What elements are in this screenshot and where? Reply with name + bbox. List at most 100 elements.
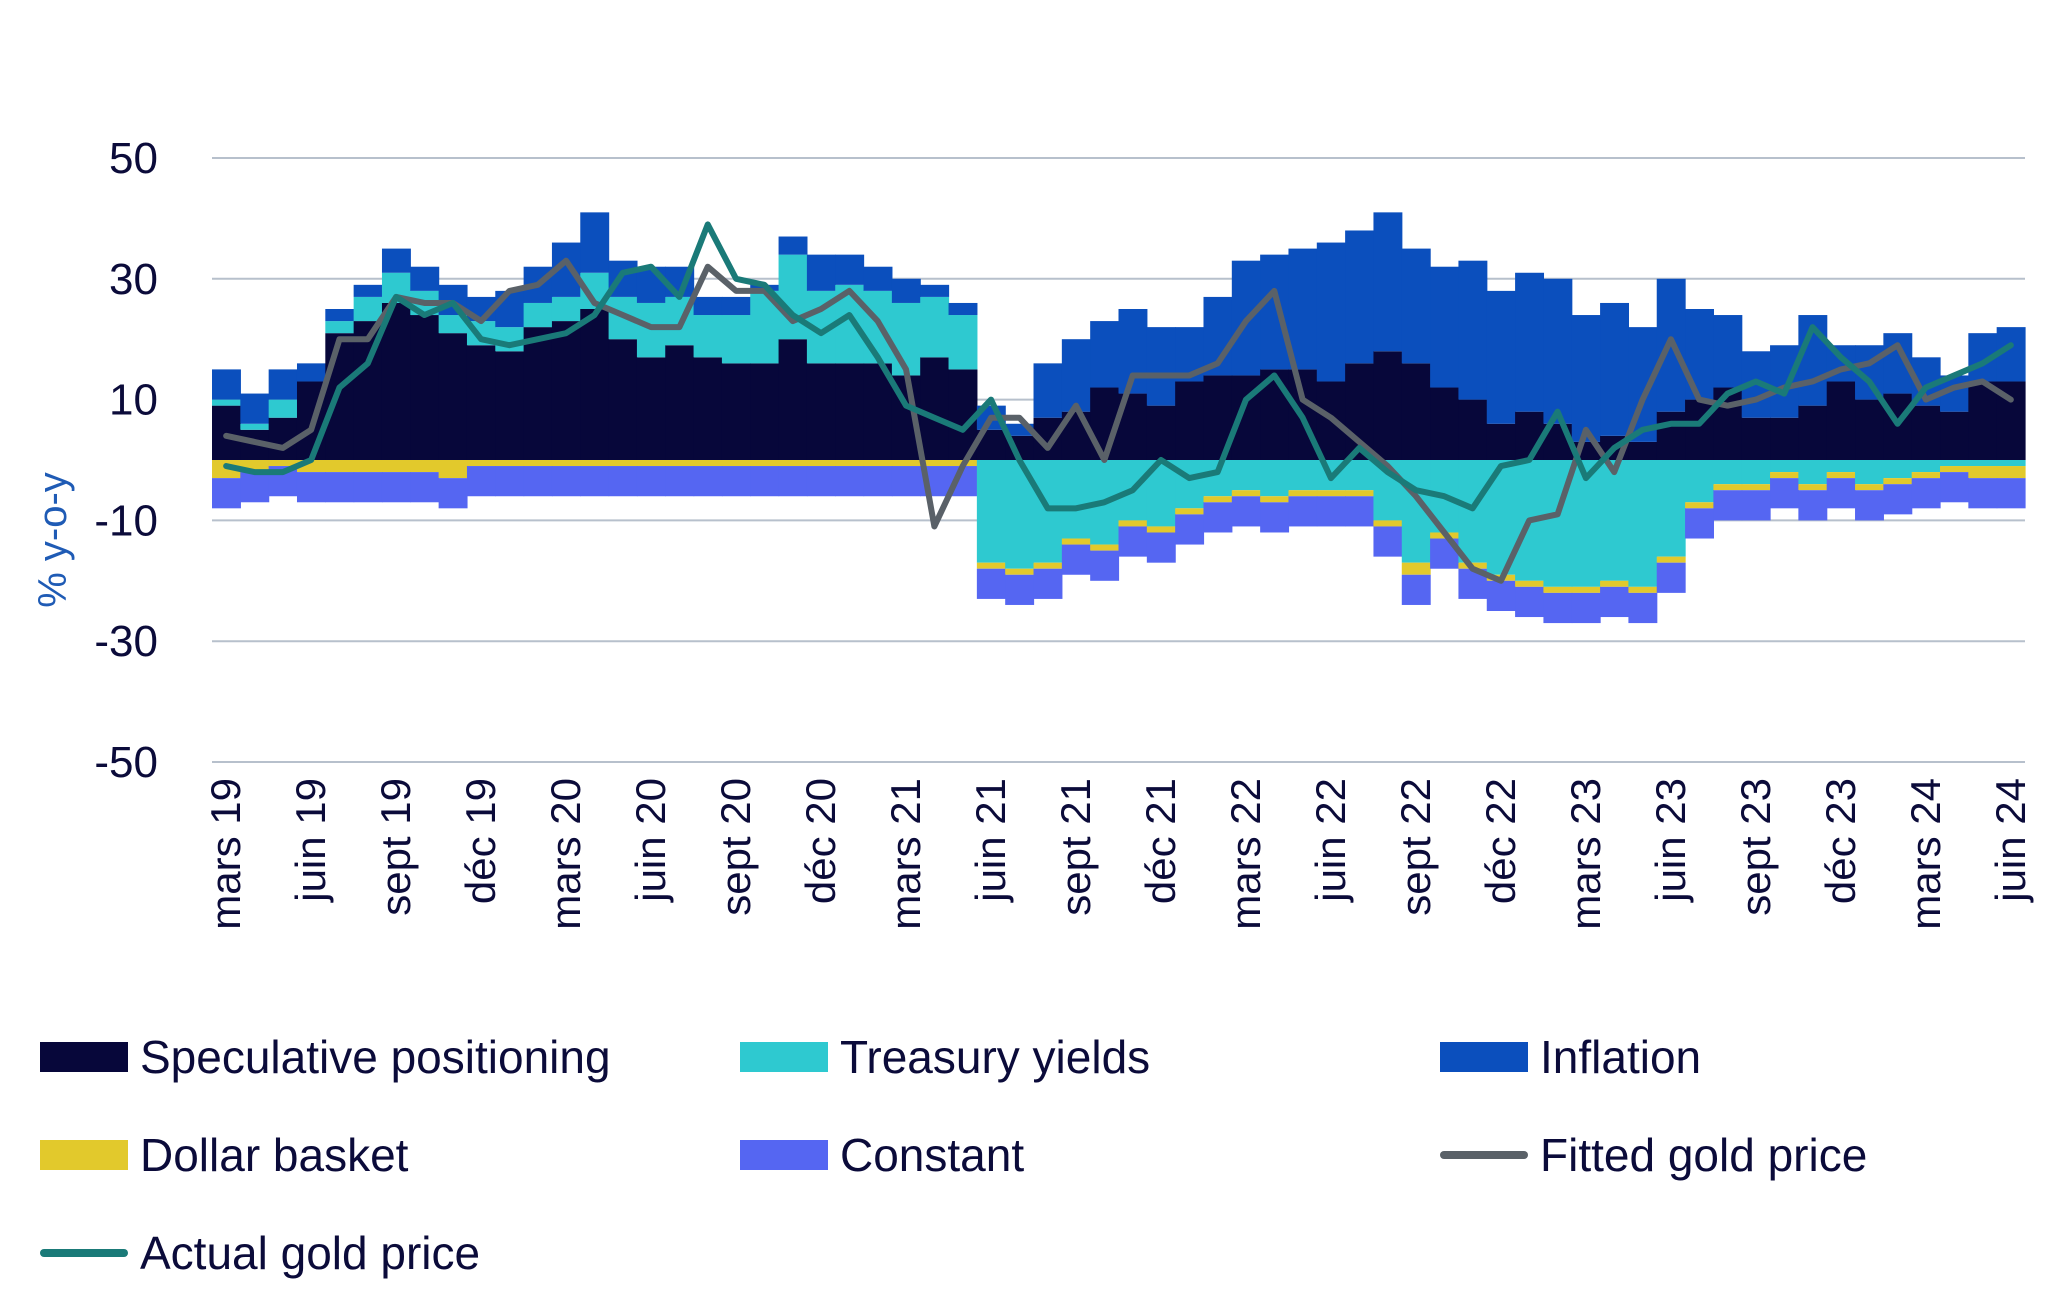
bar-dollar-basket bbox=[1855, 484, 1884, 491]
bar-constant bbox=[523, 466, 553, 497]
bar-dollar-basket bbox=[1656, 556, 1686, 563]
bar-dollar-basket bbox=[835, 460, 865, 467]
bar-treasury-yields bbox=[240, 423, 270, 430]
bar-inflation bbox=[268, 369, 298, 400]
bar-inflation bbox=[1061, 339, 1091, 412]
bar-dollar-basket bbox=[325, 460, 355, 473]
bar-treasury-yields bbox=[976, 460, 1006, 563]
legend-label: Speculative positioning bbox=[140, 1031, 611, 1083]
bar-dollar-basket bbox=[466, 460, 496, 467]
bar-constant bbox=[1996, 478, 2026, 509]
y-tick-label: 10 bbox=[109, 376, 158, 425]
bar-inflation bbox=[495, 290, 525, 328]
bar-dollar-basket bbox=[1373, 520, 1403, 527]
bar-constant bbox=[466, 466, 496, 497]
bar-constant bbox=[1090, 550, 1120, 581]
bar-dollar-basket bbox=[523, 460, 553, 467]
bar-dollar-basket bbox=[1741, 484, 1771, 491]
x-tick-label: sept 19 bbox=[372, 778, 419, 916]
x-tick-label: juin 19 bbox=[287, 778, 334, 904]
bar-constant bbox=[1373, 526, 1403, 557]
bar-treasury-yields bbox=[1628, 460, 1658, 587]
y-tick-label: 30 bbox=[109, 255, 158, 304]
x-axis-ticks: mars 19 juin 19 sept 19 déc 19 mars 20 juin 2… bbox=[202, 778, 2034, 930]
bar-treasury-yields bbox=[1288, 460, 1318, 491]
bar-speculative-positioning bbox=[1713, 387, 1743, 460]
bar-inflation bbox=[580, 212, 610, 273]
bar-speculative-positioning bbox=[1373, 351, 1403, 460]
bar-constant bbox=[1345, 496, 1375, 527]
bar-treasury-yields bbox=[636, 302, 666, 358]
bar-dollar-basket bbox=[551, 460, 581, 467]
bar-dollar-basket bbox=[353, 460, 383, 473]
bar-speculative-positioning bbox=[212, 405, 241, 460]
bar-inflation bbox=[636, 266, 666, 303]
y-tick-label: -10 bbox=[94, 496, 158, 545]
x-tick-label: juin 21 bbox=[967, 778, 1014, 904]
bar-constant bbox=[1628, 592, 1658, 624]
bar-dollar-basket bbox=[750, 460, 780, 467]
bar-dollar-basket bbox=[693, 460, 723, 467]
bar-speculative-positioning bbox=[1855, 399, 1884, 460]
bar-constant bbox=[410, 472, 440, 503]
x-tick-label: déc 21 bbox=[1137, 778, 1184, 904]
bar-treasury-yields bbox=[1175, 460, 1205, 509]
bar-dollar-basket bbox=[381, 460, 411, 473]
bar-inflation bbox=[891, 278, 921, 303]
bar-speculative-positioning bbox=[1628, 441, 1658, 460]
bar-dollar-basket bbox=[1033, 562, 1063, 569]
bar-constant bbox=[1855, 490, 1884, 521]
bar-treasury-yields bbox=[1458, 460, 1488, 563]
bar-speculative-positioning bbox=[750, 363, 780, 460]
legend-item-inflation: Inflation bbox=[1440, 1030, 1701, 1084]
bar-constant bbox=[1033, 568, 1063, 599]
bar-speculative-positioning bbox=[1741, 417, 1771, 460]
bar-constant bbox=[1826, 478, 1856, 509]
legend-item-speculative-positioning: Speculative positioning bbox=[40, 1030, 611, 1084]
bar-dollar-basket bbox=[778, 460, 808, 467]
bar-dollar-basket bbox=[721, 460, 751, 467]
bar-treasury-yields bbox=[1061, 460, 1091, 539]
bar-speculative-positioning bbox=[1401, 363, 1431, 460]
bar-speculative-positioning bbox=[693, 357, 723, 460]
bar-inflation bbox=[1090, 321, 1120, 388]
bar-constant bbox=[296, 472, 326, 503]
bar-inflation bbox=[778, 236, 808, 255]
bar-dollar-basket bbox=[1883, 478, 1913, 485]
bar-constant bbox=[1486, 580, 1516, 611]
legend-label: Dollar basket bbox=[140, 1129, 409, 1181]
legend-swatch bbox=[740, 1042, 828, 1072]
x-tick-label: juin 20 bbox=[627, 778, 674, 904]
bar-treasury-yields bbox=[948, 315, 978, 370]
bar-dollar-basket bbox=[1175, 508, 1205, 515]
bar-inflation bbox=[1316, 242, 1346, 382]
legend: Speculative positioning Treasury yields … bbox=[40, 1020, 2040, 1280]
legend-label: Fitted gold price bbox=[1540, 1129, 1868, 1181]
bar-dollar-basket bbox=[1968, 466, 1998, 479]
bar-constant bbox=[1175, 514, 1205, 545]
x-tick-label: déc 19 bbox=[457, 778, 504, 904]
legend-swatch bbox=[40, 1042, 128, 1072]
bar-treasury-yields bbox=[1996, 460, 2026, 467]
bar-inflation bbox=[721, 296, 751, 316]
x-tick-label: sept 21 bbox=[1052, 778, 1099, 916]
bar-inflation bbox=[1260, 254, 1290, 370]
bar-speculative-positioning bbox=[1968, 381, 1998, 460]
y-axis-ticks: 50 30 10 -10 -30 -50 bbox=[94, 134, 158, 787]
bar-speculative-positioning bbox=[1883, 393, 1913, 460]
bar-constant bbox=[580, 466, 610, 497]
x-tick-label: mars 19 bbox=[202, 778, 249, 930]
bar-dollar-basket bbox=[438, 460, 468, 479]
bar-dollar-basket bbox=[410, 460, 440, 473]
bar-inflation bbox=[296, 363, 326, 382]
bar-speculative-positioning bbox=[1146, 405, 1176, 460]
bar-dollar-basket bbox=[1713, 484, 1743, 491]
legend-label: Treasury yields bbox=[840, 1031, 1151, 1083]
bar-dollar-basket bbox=[1770, 472, 1799, 479]
bar-speculative-positioning bbox=[1430, 387, 1460, 460]
bar-constant bbox=[778, 466, 808, 497]
bar-dollar-basket bbox=[1090, 544, 1120, 551]
bar-inflation bbox=[212, 369, 241, 400]
legend-item-treasury-yields: Treasury yields bbox=[740, 1030, 1150, 1084]
bar-speculative-positioning bbox=[1940, 411, 1969, 460]
